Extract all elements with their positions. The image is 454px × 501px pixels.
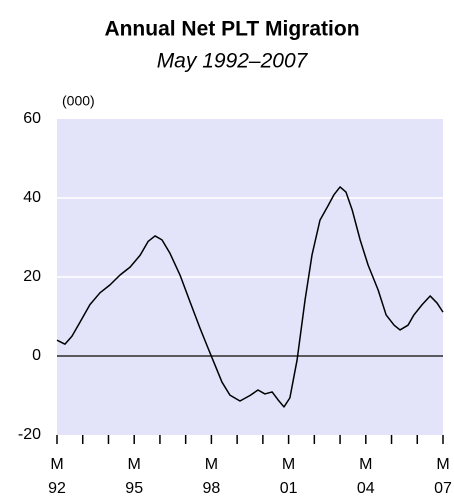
data-line (56, 186, 444, 408)
y-tick-label: 0 (32, 347, 41, 364)
y-tick-label: 60 (23, 110, 41, 127)
x-tick-label: M 07 (434, 456, 452, 497)
x-tick-label: M 98 (203, 456, 221, 497)
chart-subtitle: May 1992–2007 (157, 50, 309, 73)
x-tick-label: M 92 (48, 456, 66, 497)
x-tick-label: M 95 (125, 456, 143, 497)
x-tick-label: M 04 (357, 456, 375, 497)
y-tick-label: 40 (23, 189, 41, 206)
x-tick-label: M 01 (280, 456, 298, 497)
y-tick-label: -20 (18, 426, 41, 443)
y-tick-label: 20 (23, 268, 41, 285)
y-axis-label: (000) (62, 93, 95, 109)
chart-title: Annual Net PLT Migration (104, 18, 359, 41)
